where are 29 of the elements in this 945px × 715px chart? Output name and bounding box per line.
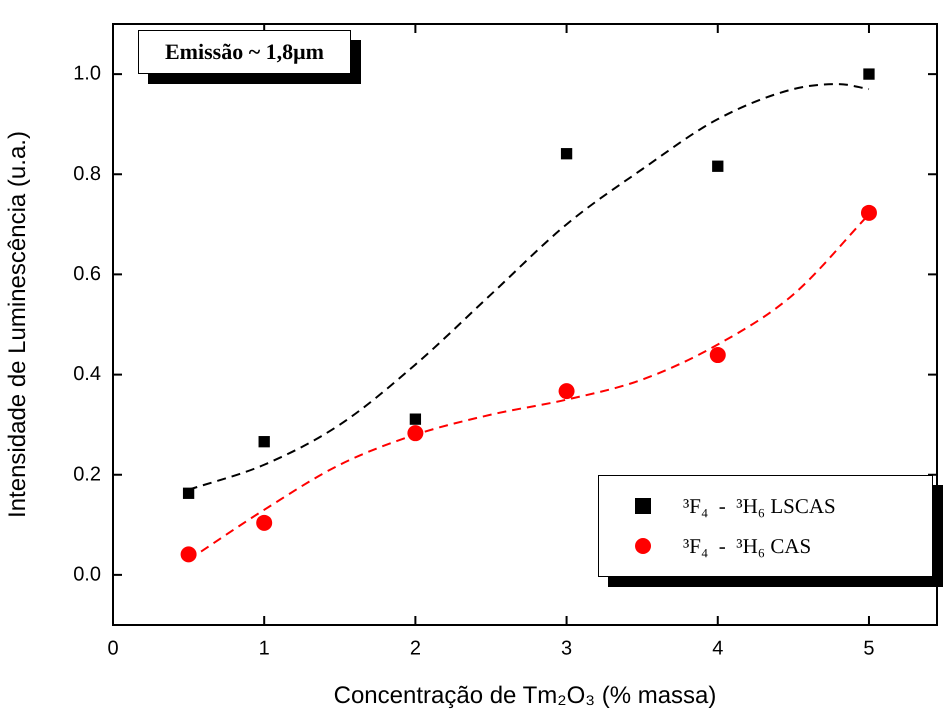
y-tick-label: 0.6 (73, 262, 101, 285)
point (180, 546, 197, 562)
point (710, 347, 726, 364)
y-tick-label: 1.0 (73, 62, 101, 85)
point (258, 436, 270, 448)
point (182, 488, 194, 499)
point (860, 204, 877, 221)
point (256, 514, 272, 531)
point (712, 160, 724, 172)
legend-label: ³F₄ - ³H₆ LSCAS (683, 494, 836, 518)
x-tick-label: 2 (410, 638, 421, 660)
point (863, 68, 875, 80)
legend-label: ³F₄ - ³H₆ CAS (683, 534, 812, 558)
point (410, 414, 422, 425)
x-axis-title: Concentração de Tm₂O₃ (% massa) (334, 682, 716, 710)
y-axis-title: Intensidade de Luminescência (u.a.) (4, 131, 32, 518)
x-tick-label: 1 (258, 638, 270, 660)
x-tick-label: 4 (712, 638, 724, 660)
point (560, 148, 572, 160)
y-tick-label: 0.0 (73, 563, 101, 586)
point (558, 383, 575, 400)
x-tick-label: 3 (561, 638, 572, 660)
y-tick-label: 0.8 (73, 162, 101, 185)
x-tick-label: 5 (863, 638, 875, 660)
x-tick-label: 0 (107, 638, 119, 660)
y-tick-label: 0.4 (73, 363, 101, 386)
y-tick-label: 0.2 (73, 463, 101, 486)
annotation: Emissão ~ 1,8μm (138, 30, 351, 74)
point (407, 425, 424, 442)
